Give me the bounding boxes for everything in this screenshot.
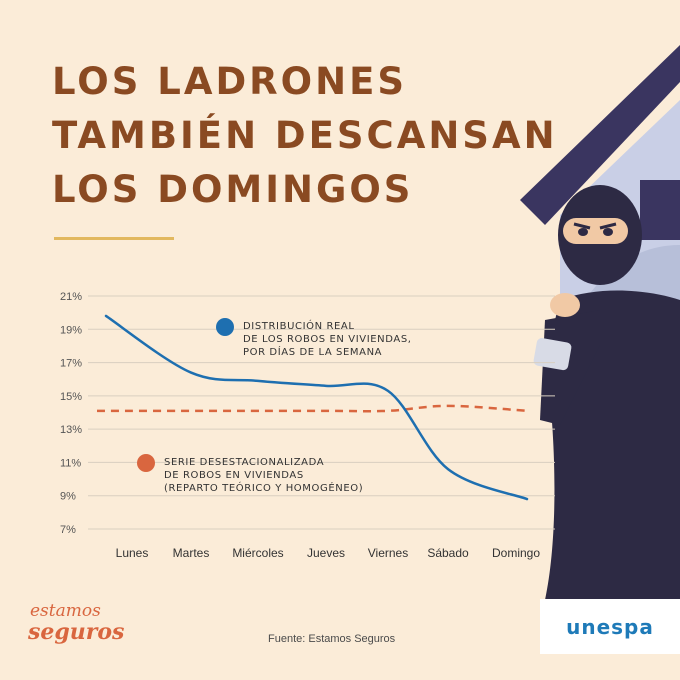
house-roof: [520, 45, 680, 225]
x-tick-label: Sábado: [427, 546, 469, 560]
x-tick-label: Lunes: [116, 546, 149, 560]
y-tick-label: 13%: [60, 424, 82, 436]
y-tick-label: 17%: [60, 358, 82, 370]
y-tick-label: 15%: [60, 391, 82, 403]
logo-text-estamos: estamos: [30, 601, 101, 621]
x-tick-label: Domingo: [492, 546, 540, 560]
house-window: [640, 180, 680, 240]
title-line: LOS DOMINGOS: [52, 168, 414, 211]
logo-text-seguros: seguros: [27, 619, 124, 645]
y-tick-label: 21%: [60, 291, 82, 303]
series-label-deseasonalized: (REPARTO TEÓRICO Y HOMOGÉNEO): [164, 481, 363, 494]
y-tick-label: 9%: [60, 491, 76, 503]
y-tick-label: 7%: [60, 524, 76, 536]
legend-dot-real: [216, 318, 234, 336]
y-tick-label: 19%: [60, 324, 82, 336]
legend-dot-deseasonalized: [137, 454, 155, 472]
unespa-logo: unespa: [540, 599, 680, 654]
series-label-deseasonalized: DE ROBOS EN VIVIENDAS: [164, 470, 304, 481]
series-label-real: DISTRIBUCIÓN REAL: [243, 319, 355, 332]
burglar-hand: [550, 293, 580, 317]
title-line: LOS LADRONES: [52, 60, 407, 103]
series-line-deseasonalized: [97, 404, 528, 413]
x-tick-label: Martes: [173, 546, 210, 560]
burglar-house-illustration: [520, 45, 680, 600]
source-note: Fuente: Estamos Seguros: [268, 633, 396, 645]
series-label-deseasonalized: SERIE DESESTACIONALIZADA: [164, 457, 324, 468]
page-title: LOS LADRONES TAMBIÉN DESCANSAN LOS DOMIN…: [52, 55, 558, 217]
title-underline: [54, 237, 174, 240]
x-tick-label: Viernes: [368, 546, 408, 560]
x-tick-label: Miércoles: [232, 546, 283, 560]
y-tick-label: 11%: [60, 457, 81, 469]
estamos-seguros-logo: estamos seguros: [27, 601, 124, 645]
series-line-real: [104, 314, 529, 501]
series-label-real: POR DÍAS DE LA SEMANA: [243, 345, 382, 358]
title-line: TAMBIÉN DESCANSAN: [52, 114, 558, 157]
series-label-real: DE LOS ROBOS EN VIVIENDAS,: [243, 334, 412, 345]
x-tick-label: Jueves: [307, 546, 345, 560]
